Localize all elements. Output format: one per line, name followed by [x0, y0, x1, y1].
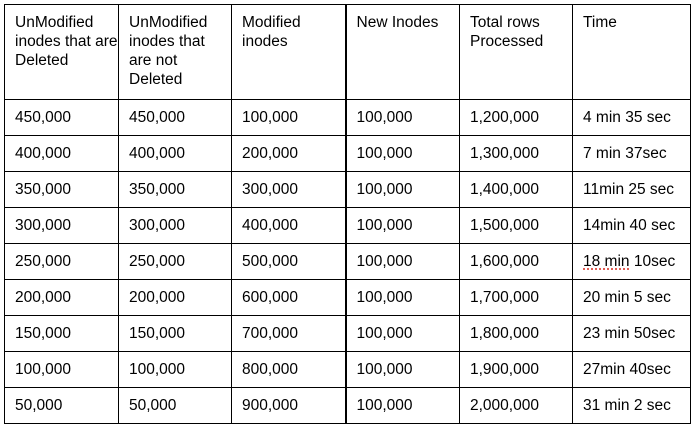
table-cell[interactable]: 100,000 — [344, 135, 460, 172]
table-cell[interactable]: 27min 40sec — [572, 351, 691, 388]
table-cell[interactable]: 31 min 2 sec — [572, 387, 691, 424]
table-cell[interactable]: 200,000 — [118, 279, 232, 316]
table-cell[interactable]: 250,000 — [118, 243, 232, 280]
table-cell[interactable]: 18 min 10sec — [572, 243, 691, 280]
table-cell[interactable]: 100,000 — [344, 387, 460, 424]
table-cell[interactable]: 150,000 — [118, 315, 232, 352]
table-cell[interactable]: 1,900,000 — [459, 351, 573, 388]
header-cell[interactable]: Modified inodes — [231, 4, 346, 100]
table-cell[interactable]: 900,000 — [231, 387, 346, 424]
table-row: 350,000 350,000 300,000 100,000 1,400,000 11m… — [4, 171, 691, 208]
table-cell[interactable]: 1,600,000 — [459, 243, 573, 280]
table-cell[interactable]: 100,000 — [4, 351, 119, 388]
table-cell[interactable]: 400,000 — [118, 135, 232, 172]
table-cell[interactable]: 450,000 — [4, 99, 119, 136]
table-cell[interactable]: 350,000 — [4, 171, 119, 208]
table-cell[interactable]: 50,000 — [118, 387, 232, 424]
table-row: 50,000 50,000 900,000 100,000 2,000,000 31 mi… — [4, 387, 691, 424]
table-cell[interactable]: 4 min 35 sec — [572, 99, 691, 136]
table-cell[interactable]: 200,000 — [231, 135, 346, 172]
table-cell[interactable]: 20 min 5 sec — [572, 279, 691, 316]
table-cell[interactable]: 100,000 — [344, 243, 460, 280]
table-row: 400,000 400,000 200,000 100,000 1,300,000 7 m… — [4, 135, 691, 172]
table-cell[interactable]: 11min 25 sec — [572, 171, 691, 208]
header-cell[interactable]: UnModified inodes that are Deleted — [4, 4, 119, 100]
spellcheck-flagged-text: 18 min — [583, 253, 630, 270]
cell-text-remainder: 10sec — [629, 253, 676, 270]
table-cell[interactable]: 300,000 — [118, 207, 232, 244]
table-cell[interactable]: 100,000 — [344, 171, 460, 208]
table-cell[interactable]: 7 min 37sec — [572, 135, 691, 172]
table-cell[interactable]: 1,400,000 — [459, 171, 573, 208]
table-cell[interactable]: 400,000 — [4, 135, 119, 172]
table-cell[interactable]: 300,000 — [4, 207, 119, 244]
table-row: 300,000 300,000 400,000 100,000 1,500,000 14m… — [4, 207, 691, 244]
table-cell[interactable]: 450,000 — [118, 99, 232, 136]
table-cell[interactable]: 1,800,000 — [459, 315, 573, 352]
inode-processing-table: UnModified inodes that are Deleted UnMod… — [4, 4, 691, 424]
table-cell[interactable]: 14min 40 sec — [572, 207, 691, 244]
table-cell[interactable]: 100,000 — [344, 207, 460, 244]
table-row: 100,000 100,000 800,000 100,000 1,900,000 27m… — [4, 351, 691, 388]
table-cell[interactable]: 600,000 — [231, 279, 346, 316]
table-cell[interactable]: 100,000 — [344, 279, 460, 316]
table-row: 450,000 450,000 100,000 100,000 1,200,000 4 m… — [4, 99, 691, 136]
table-cell[interactable]: 400,000 — [231, 207, 346, 244]
table-cell[interactable]: 500,000 — [231, 243, 346, 280]
header-cell[interactable]: UnModified inodes that are not Deleted — [118, 4, 232, 100]
table-cell[interactable]: 300,000 — [231, 171, 346, 208]
table-cell[interactable]: 800,000 — [231, 351, 346, 388]
table-cell[interactable]: 150,000 — [4, 315, 119, 352]
table-cell[interactable]: 23 min 50sec — [572, 315, 691, 352]
table-cell[interactable]: 100,000 — [344, 315, 460, 352]
table-cell[interactable]: 250,000 — [4, 243, 119, 280]
table-cell[interactable]: 100,000 — [344, 351, 460, 388]
table-cell[interactable]: 200,000 — [4, 279, 119, 316]
table-cell[interactable]: 700,000 — [231, 315, 346, 352]
table-cell[interactable]: 1,700,000 — [459, 279, 573, 316]
table-cell[interactable]: 1,300,000 — [459, 135, 573, 172]
table-cell[interactable]: 100,000 — [344, 99, 460, 136]
table-cell[interactable]: 1,500,000 — [459, 207, 573, 244]
table-row: 150,000 150,000 700,000 100,000 1,800,000 23 … — [4, 315, 691, 352]
table-cell[interactable]: 1,200,000 — [459, 99, 573, 136]
table-row: 250,000 250,000 500,000 100,000 1,600,000 18 … — [4, 243, 691, 280]
table-row: 200,000 200,000 600,000 100,000 1,700,000 20 … — [4, 279, 691, 316]
header-row: UnModified inodes that are Deleted UnMod… — [4, 4, 691, 100]
header-cell[interactable]: Time — [572, 4, 691, 100]
table-cell[interactable]: 2,000,000 — [459, 387, 573, 424]
table-cell[interactable]: 100,000 — [118, 351, 232, 388]
table-cell[interactable]: 100,000 — [231, 99, 346, 136]
table-cell[interactable]: 350,000 — [118, 171, 232, 208]
table-cell[interactable]: 50,000 — [4, 387, 119, 424]
header-cell[interactable]: New Inodes — [344, 4, 460, 100]
header-cell[interactable]: Total rows Processed — [459, 4, 573, 100]
